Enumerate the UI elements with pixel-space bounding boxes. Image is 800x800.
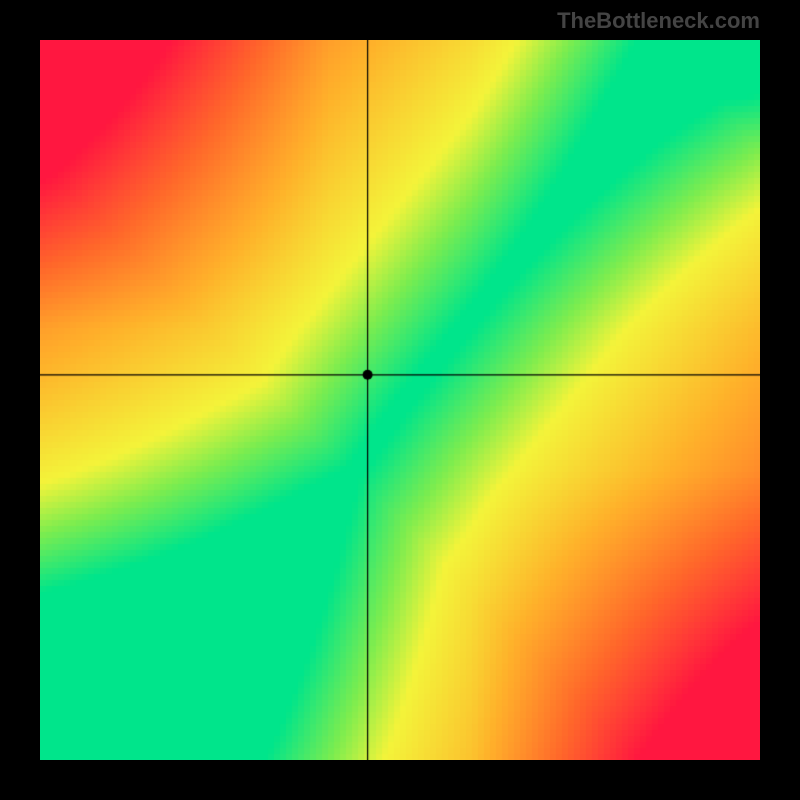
- bottleneck-heatmap: [40, 40, 760, 760]
- outer-frame: TheBottleneck.com: [0, 0, 800, 800]
- watermark-text: TheBottleneck.com: [557, 8, 760, 34]
